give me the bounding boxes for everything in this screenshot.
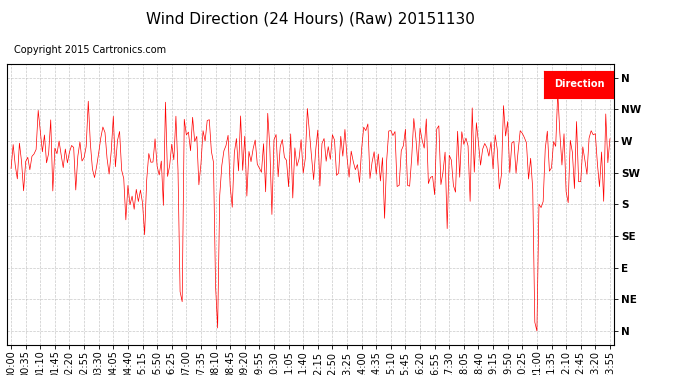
Text: Direction: Direction [553,80,604,89]
Text: Copyright 2015 Cartronics.com: Copyright 2015 Cartronics.com [14,45,166,55]
Text: Wind Direction (24 Hours) (Raw) 20151130: Wind Direction (24 Hours) (Raw) 20151130 [146,11,475,26]
